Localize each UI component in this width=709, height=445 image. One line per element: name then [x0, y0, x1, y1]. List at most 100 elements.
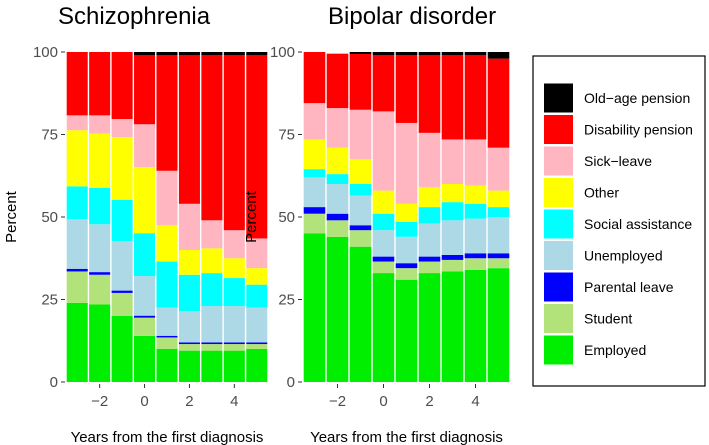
- legend-key: [544, 146, 573, 176]
- bar-segment: [303, 233, 326, 382]
- x-axis-title: Years from the first diagnosis: [310, 429, 503, 445]
- legend-key: [544, 304, 573, 333]
- bar-segment: [303, 213, 326, 234]
- bar-segment: [223, 350, 245, 382]
- bar-segment: [89, 304, 111, 382]
- y-tick-label: 75: [278, 127, 295, 144]
- bar-segment: [156, 55, 178, 171]
- x-tick-label: 2: [185, 393, 193, 410]
- bar-segment: [246, 349, 268, 382]
- bar-segment: [372, 273, 395, 382]
- bar-segment: [178, 350, 200, 382]
- bar-segment: [66, 302, 88, 382]
- bar-segment: [464, 139, 487, 186]
- bar-segment: [111, 290, 133, 293]
- bar-segment: [349, 159, 372, 184]
- bar-segment: [372, 52, 395, 56]
- x-tick-label: 0: [379, 393, 387, 410]
- bar-segment: [223, 344, 245, 351]
- bar-segment: [464, 55, 487, 140]
- bar-segment: [246, 344, 268, 349]
- y-tick-label: 0: [50, 374, 58, 391]
- bar-segment: [178, 250, 200, 275]
- legend-label: Sick−leave: [584, 153, 652, 169]
- bar-segment: [487, 217, 510, 254]
- legend-key: [544, 83, 573, 113]
- bar-segment: [89, 187, 111, 225]
- bar-segment: [201, 350, 223, 382]
- bar-segment: [395, 122, 418, 204]
- y-tick-label: 0: [287, 374, 295, 391]
- bar-segment: [418, 261, 441, 274]
- bar-segment: [464, 253, 487, 259]
- bar-segment: [418, 55, 441, 133]
- bar-segment: [89, 133, 111, 188]
- y-tick-label: 75: [41, 127, 58, 144]
- bar-segment: [441, 220, 464, 255]
- bar-segment: [372, 256, 395, 262]
- bar-segment: [487, 58, 510, 148]
- legend-label: Old−age pension: [584, 90, 690, 106]
- bar-segment: [487, 258, 510, 269]
- bar-segment: [134, 55, 156, 125]
- bar-segment: [223, 55, 245, 231]
- y-axis-title: Percent: [243, 190, 260, 243]
- bar-segment: [156, 337, 178, 349]
- bar-segment: [441, 184, 464, 203]
- bar-segment: [441, 254, 464, 260]
- bar-segment: [89, 272, 111, 275]
- bar-segment: [156, 261, 178, 308]
- bar-segment: [303, 52, 326, 104]
- bar-segment: [246, 52, 268, 56]
- bar-segment: [89, 52, 111, 116]
- y-tick-label: 25: [41, 292, 58, 309]
- bar-segment: [156, 52, 178, 56]
- bar-segment: [66, 271, 88, 303]
- bar-segment: [66, 268, 88, 272]
- bar-segment: [246, 284, 268, 308]
- bar-segment: [303, 139, 326, 170]
- bar-segment: [89, 274, 111, 305]
- bar-segment: [487, 190, 510, 208]
- bar-segment: [201, 220, 223, 249]
- bar-segment: [178, 311, 200, 343]
- x-tick-label: −2: [91, 393, 108, 410]
- bar-segment: [372, 190, 395, 214]
- bar-segment: [303, 103, 326, 140]
- x-tick-label: −2: [329, 393, 346, 410]
- bar-segment: [223, 278, 245, 307]
- bar-segment: [201, 306, 223, 343]
- bar-segment: [223, 52, 245, 56]
- bar-segment: [464, 258, 487, 270]
- bar-segment: [464, 218, 487, 254]
- legend-label: Other: [584, 185, 619, 201]
- bar-segment: [134, 233, 156, 277]
- legend-key: [544, 209, 573, 239]
- y-tick-label: 100: [33, 44, 58, 61]
- bar-segment: [326, 108, 349, 148]
- bar-segment: [326, 220, 349, 237]
- bar-segment: [303, 207, 326, 214]
- panel-title: Schizophrenia: [58, 3, 211, 30]
- bar-segment: [111, 241, 133, 291]
- bar-segment: [66, 115, 88, 131]
- x-tick-label: 0: [140, 393, 148, 410]
- legend-key: [544, 272, 573, 302]
- bar-segment: [441, 271, 464, 382]
- bar-segment: [66, 52, 88, 116]
- bar-segment: [111, 52, 133, 119]
- bar-segment: [395, 221, 418, 237]
- bar-segment: [111, 292, 133, 316]
- bar-segment: [246, 238, 268, 269]
- bar-segment: [464, 52, 487, 56]
- bar-segment: [372, 111, 395, 191]
- bar-segment: [111, 199, 133, 242]
- bar-segment: [349, 53, 372, 110]
- bar-segment: [89, 224, 111, 273]
- legend-label: Disability pension: [584, 122, 693, 138]
- panel-0: Schizophrenia 0 25 50 75 100 −2 0 2 4 Years from t…: [3, 3, 268, 445]
- bar-segment: [349, 195, 372, 226]
- bar-segment: [418, 187, 441, 208]
- bar-segment: [201, 52, 223, 56]
- legend-label: Employed: [584, 342, 646, 358]
